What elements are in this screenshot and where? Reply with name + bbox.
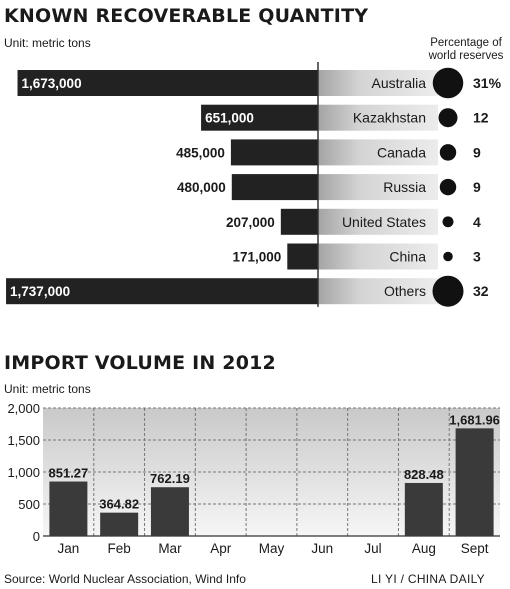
x-tick-label: Sept <box>461 541 489 556</box>
category-label: Kazakhstan <box>353 110 426 126</box>
category-label: China <box>389 249 426 265</box>
percentage-label: 4 <box>473 214 481 230</box>
category-band <box>318 243 438 270</box>
import-bar <box>150 487 189 536</box>
x-tick-label: Aug <box>412 541 436 556</box>
value-label: 207,000 <box>226 215 275 230</box>
value-label: 1,673,000 <box>22 76 82 91</box>
reserve-bar <box>287 243 318 270</box>
category-label: Australia <box>372 75 427 91</box>
category-label: Russia <box>383 179 426 195</box>
chart2-title: IMPORT VOLUME IN 2012 <box>4 352 276 374</box>
reserves-chart: 1,673,000 Australia 31% 651,000 Kazakhstan 12… <box>6 62 502 307</box>
category-band <box>318 278 438 305</box>
import-bar <box>49 481 88 536</box>
x-tick-label: Jun <box>311 541 333 556</box>
pct-header: Percentage of world reserves <box>420 37 510 63</box>
bar-value-label: 851.27 <box>49 466 89 481</box>
pct-header-line2: world reserves <box>428 50 504 62</box>
y-tick-label: 0 <box>33 529 40 544</box>
source-note: Source: World Nuclear Association, Wind … <box>4 572 246 586</box>
x-tick-label: Jan <box>57 541 79 556</box>
category-band <box>318 174 438 201</box>
value-label: 485,000 <box>176 145 225 160</box>
reserve-bar <box>280 208 318 235</box>
y-tick-label: 500 <box>18 497 40 512</box>
reserve-bar <box>17 70 318 96</box>
percentage-dot <box>443 251 453 262</box>
category-label: Canada <box>377 144 426 160</box>
bar-value-label: 762.19 <box>150 471 190 486</box>
percentage-dot <box>432 275 464 307</box>
y-tick-label: 1,500 <box>7 433 40 448</box>
x-tick-label: Jul <box>364 541 381 556</box>
reserve-bar <box>201 104 318 131</box>
percentage-label: 3 <box>473 249 481 265</box>
category-band <box>318 139 438 166</box>
value-label: 651,000 <box>205 111 254 126</box>
value-label: 480,000 <box>177 180 226 195</box>
import-bar <box>455 428 494 536</box>
x-tick-label: Mar <box>158 541 182 556</box>
value-label: 171,000 <box>232 250 281 265</box>
category-band <box>318 208 438 235</box>
x-tick-label: Feb <box>108 541 131 556</box>
reserve-bar <box>230 139 318 166</box>
percentage-label: 9 <box>473 144 481 160</box>
percentage-dot <box>442 216 454 228</box>
bar-value-label: 1,681.96 <box>449 412 500 427</box>
x-tick-label: Apr <box>210 541 232 556</box>
percentage-dot <box>439 144 457 161</box>
value-label: 1,737,000 <box>10 284 70 299</box>
percentage-label: 32 <box>473 283 489 299</box>
category-label: United States <box>342 214 426 230</box>
import-bar <box>404 482 443 536</box>
percentage-label: 31% <box>473 75 502 91</box>
percentage-dot <box>439 178 457 196</box>
reserve-bar <box>231 174 318 201</box>
reserve-bar <box>6 278 319 305</box>
y-tick-label: 1,000 <box>7 465 40 480</box>
percentage-dot <box>438 108 458 128</box>
import-chart: 0 500 1,000 1,500 2,000 851.27 Jan 364.82 Feb 762… <box>7 401 500 556</box>
credit: LI YI / CHINA DAILY <box>371 572 485 586</box>
import-bar <box>100 512 139 536</box>
category-band <box>318 104 438 131</box>
bar-value-label: 364.82 <box>99 497 139 512</box>
chart2-unit: Unit: metric tons <box>4 382 91 396</box>
percentage-dot <box>432 67 464 99</box>
percentage-label: 9 <box>473 179 481 195</box>
chart1-unit: Unit: metric tons <box>4 36 91 50</box>
pct-header-line1: Percentage of <box>430 37 502 49</box>
chart1-title: KNOWN RECOVERABLE QUANTITY <box>4 5 369 27</box>
y-tick-label: 2,000 <box>7 401 40 416</box>
x-tick-label: May <box>259 541 285 556</box>
bar-value-label: 828.48 <box>404 467 444 482</box>
category-band <box>318 70 438 96</box>
percentage-label: 12 <box>473 110 489 126</box>
category-label: Others <box>384 283 426 299</box>
